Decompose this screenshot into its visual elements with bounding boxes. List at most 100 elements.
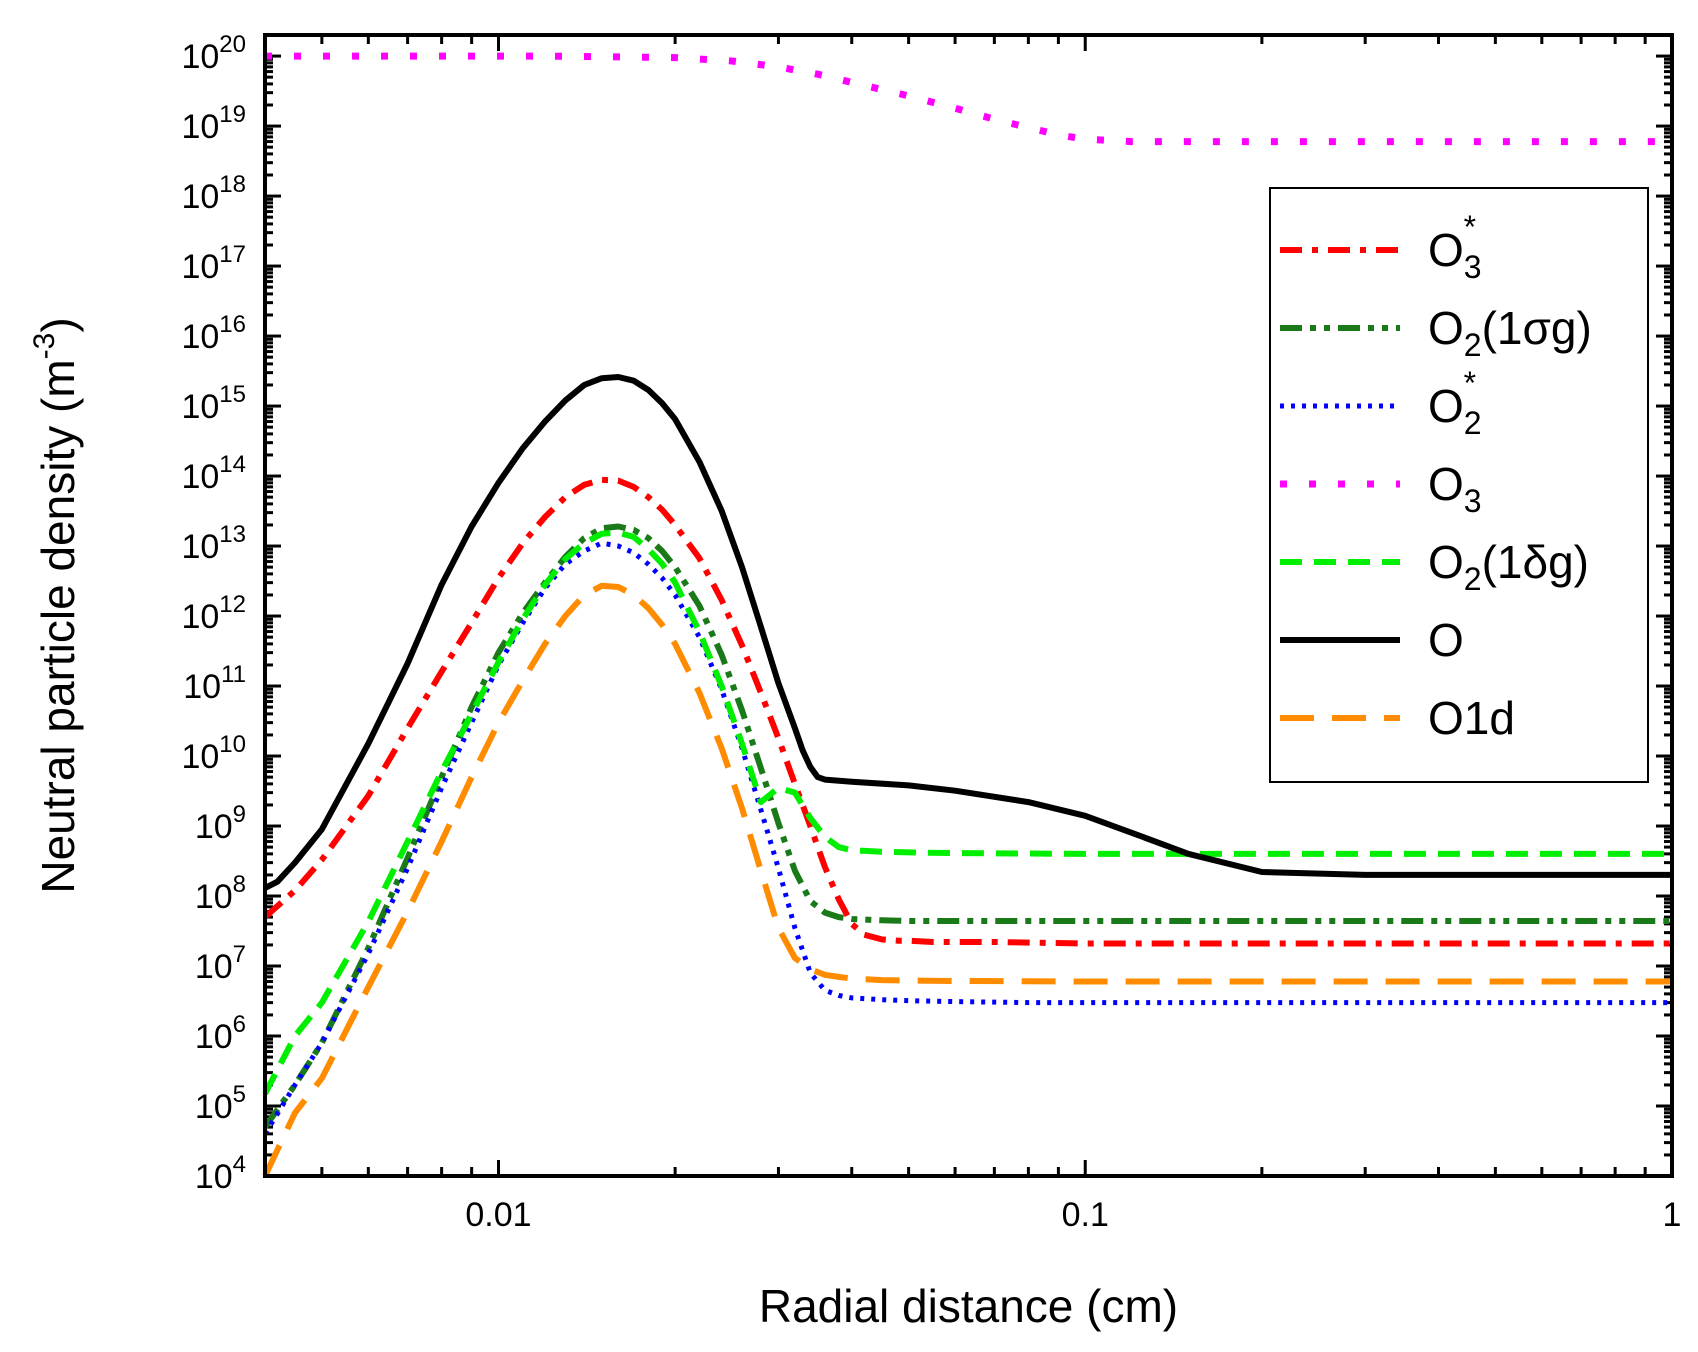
legend-label: O2(1σg) [1428, 302, 1592, 363]
y-tick-label-base: 10 [195, 1088, 233, 1126]
y-tick-label-exp: 15 [219, 381, 246, 408]
y-tick-label: 105 [195, 1081, 246, 1126]
y-tick-label: 1016 [181, 311, 246, 356]
x-tick-labels: 0.01 0.1 1 [465, 1196, 1681, 1234]
legend-label-main: O1d [1428, 692, 1515, 744]
y-tick-label-exp: 6 [233, 1011, 246, 1038]
legend-label-sup: * [1464, 209, 1476, 245]
legend-label-rest: (1δg) [1482, 536, 1589, 588]
series-line-O [263, 374, 1672, 891]
y-tick-label-exp: 4 [233, 1151, 246, 1178]
y-tick-label-base: 10 [181, 248, 219, 286]
y-tick-label: 109 [195, 801, 246, 846]
legend-label-sub: 2 [1464, 405, 1482, 441]
legend-item: O [1280, 614, 1464, 666]
y-tick-label-base: 10 [183, 668, 221, 706]
y-tick-label: 1017 [181, 241, 246, 286]
y-tick-label: 1014 [181, 451, 246, 496]
legend-label-main: O [1428, 458, 1464, 510]
y-tick-label-base: 10 [195, 878, 233, 916]
y-tick-label: 104 [195, 1151, 246, 1196]
series-line-O3* [263, 476, 1672, 947]
legend-item: O2(1σg) [1280, 302, 1592, 363]
y-tick-label-exp: 14 [219, 451, 246, 478]
y-tick-label-base: 10 [181, 108, 219, 146]
series-lines [262, 52, 1672, 1178]
x-tick-label: 1 [1663, 1196, 1682, 1234]
y-tick-label-exp: 10 [219, 731, 246, 758]
y-tick-label-base: 10 [195, 808, 233, 846]
y-tick-label: 1015 [181, 381, 246, 426]
legend-label-sub: 2 [1464, 327, 1482, 363]
y-tick-label-base: 10 [195, 1158, 233, 1196]
legend-item: O2(1δg) [1280, 536, 1589, 597]
y-tick-label-base: 10 [181, 178, 219, 216]
y-tick-label: 108 [195, 871, 246, 916]
series-line-O3 [265, 52, 1672, 146]
y-tick-label-base: 10 [181, 458, 219, 496]
legend-label-sub: 3 [1464, 249, 1482, 285]
x-axis-title: Radial distance (cm) [759, 1280, 1178, 1332]
y-tick-label: 1010 [181, 731, 246, 776]
y-tick-label-base: 10 [181, 528, 219, 566]
legend-box [1269, 187, 1649, 783]
legend-label: O [1428, 614, 1464, 666]
y-tick-label: 1019 [181, 101, 246, 146]
y-tick-label-exp: 13 [219, 521, 246, 548]
legend-label: O3 [1428, 458, 1482, 519]
legend-label-main: O [1428, 302, 1464, 354]
y-axis-title-close: ) [32, 317, 84, 332]
y-tick-label-exp: 19 [219, 101, 246, 128]
y-tick-label: 1012 [181, 591, 246, 636]
legend-label-sub: 3 [1464, 483, 1482, 519]
legend-label-sub: 2 [1464, 561, 1482, 597]
y-tick-label-exp: 5 [233, 1081, 246, 1108]
x-tick-label: 0.01 [465, 1196, 531, 1234]
y-tick-label: 1020 [181, 31, 246, 76]
legend-label-main: O [1428, 536, 1464, 588]
y-tick-label: 107 [195, 941, 246, 986]
legend-label-main: O [1428, 380, 1464, 432]
y-tick-label-base: 10 [181, 598, 219, 636]
y-tick-label-base: 10 [195, 948, 233, 986]
y-tick-label-exp: 9 [233, 801, 246, 828]
legend-label-main: O [1428, 224, 1464, 276]
y-tick-label-base: 10 [181, 738, 219, 776]
x-tick-label: 0.1 [1062, 1196, 1109, 1234]
series-line-O2(1δg) [262, 529, 1672, 1096]
legend-label-rest: (1σg) [1482, 302, 1592, 354]
y-tick-label-base: 10 [181, 388, 219, 426]
y-tick-label: 1011 [183, 661, 246, 706]
y-tick-labels: 1041051061071081091010101110121013101410… [181, 31, 246, 1196]
y-tick-label-exp: 7 [233, 941, 246, 968]
y-tick-label-exp: 17 [219, 241, 246, 268]
y-tick-label-exp: 11 [221, 661, 246, 688]
series-line-O1d [262, 582, 1672, 1178]
legend-item: O2 * [1280, 365, 1482, 441]
y-tick-label-exp: 20 [219, 31, 246, 58]
legend-item: O3 [1280, 458, 1482, 519]
legend-label: O2(1δg) [1428, 536, 1589, 597]
y-tick-label: 106 [195, 1011, 246, 1056]
legend-label: O1d [1428, 692, 1515, 744]
y-tick-label: 1013 [181, 521, 246, 566]
legend-label: O3 * [1428, 209, 1482, 285]
legend-item: O1d [1280, 692, 1515, 744]
y-axis-title: Neutral particle density (m-3) [28, 317, 84, 893]
y-tick-label-exp: 16 [219, 311, 246, 338]
legend-label-sup: * [1464, 365, 1476, 401]
y-axis-title-sup: -3 [28, 333, 61, 360]
y-axis-title-main: Neutral particle density (m [32, 359, 84, 893]
legend-label: O2 * [1428, 365, 1482, 441]
legend-label-main: O [1428, 614, 1464, 666]
y-tick-label-base: 10 [181, 38, 219, 76]
legend-item: O3 * [1280, 209, 1482, 285]
y-tick-label: 1018 [181, 171, 246, 216]
y-tick-label-exp: 12 [219, 591, 246, 618]
y-tick-label-base: 10 [181, 318, 219, 356]
y-tick-label-exp: 8 [233, 871, 246, 898]
y-tick-label-base: 10 [195, 1018, 233, 1056]
